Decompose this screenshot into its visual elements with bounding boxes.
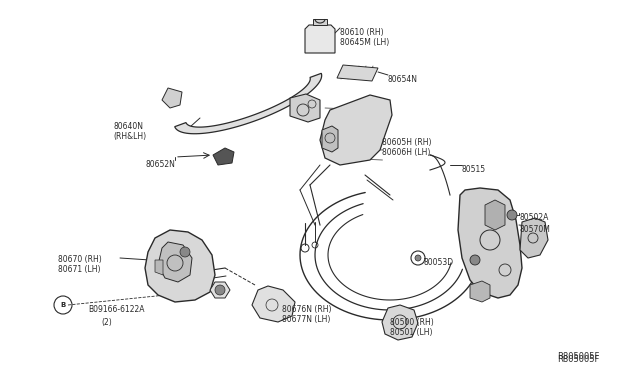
Polygon shape [337,65,378,81]
Text: 80606H (LH): 80606H (LH) [382,148,430,157]
Polygon shape [155,260,163,275]
Text: 80645M (LH): 80645M (LH) [340,38,389,47]
Circle shape [507,210,517,220]
Text: (2): (2) [101,318,112,327]
Text: 80677N (LH): 80677N (LH) [282,315,330,324]
Text: 80610 (RH): 80610 (RH) [340,28,383,37]
Polygon shape [145,230,215,302]
Polygon shape [290,94,320,122]
Text: 80500 (RH): 80500 (RH) [390,318,434,327]
Text: 80654N: 80654N [388,75,418,84]
Polygon shape [252,286,295,322]
Polygon shape [158,242,192,282]
Text: 80670 (RH): 80670 (RH) [58,255,102,264]
Polygon shape [382,305,418,340]
Text: 80652N: 80652N [145,160,175,169]
Circle shape [470,255,480,265]
Polygon shape [320,95,392,165]
Polygon shape [313,19,327,25]
Polygon shape [322,126,338,152]
Text: R805005F: R805005F [557,355,600,364]
Polygon shape [162,88,182,108]
Polygon shape [213,148,234,165]
Text: 80502A: 80502A [519,213,548,222]
Text: (RH&LH): (RH&LH) [113,132,146,141]
Text: 80605H (RH): 80605H (RH) [382,138,431,147]
Text: 80053D: 80053D [424,258,454,267]
Polygon shape [175,73,322,134]
Polygon shape [458,188,522,298]
Text: 80671 (LH): 80671 (LH) [58,265,100,274]
Circle shape [415,255,421,261]
Text: 80515: 80515 [462,165,486,174]
Text: 80676N (RH): 80676N (RH) [282,305,332,314]
Text: 80640N: 80640N [113,122,143,131]
Polygon shape [210,282,230,298]
Polygon shape [470,281,490,302]
Text: 80570M: 80570M [519,225,550,234]
Polygon shape [305,25,335,53]
Text: R805005F: R805005F [557,352,600,361]
Polygon shape [485,200,505,230]
Circle shape [180,247,190,257]
Circle shape [215,285,225,295]
Text: B09166-6122A: B09166-6122A [88,305,145,314]
Text: B: B [60,302,66,308]
Text: 80501 (LH): 80501 (LH) [390,328,433,337]
Polygon shape [520,218,548,258]
